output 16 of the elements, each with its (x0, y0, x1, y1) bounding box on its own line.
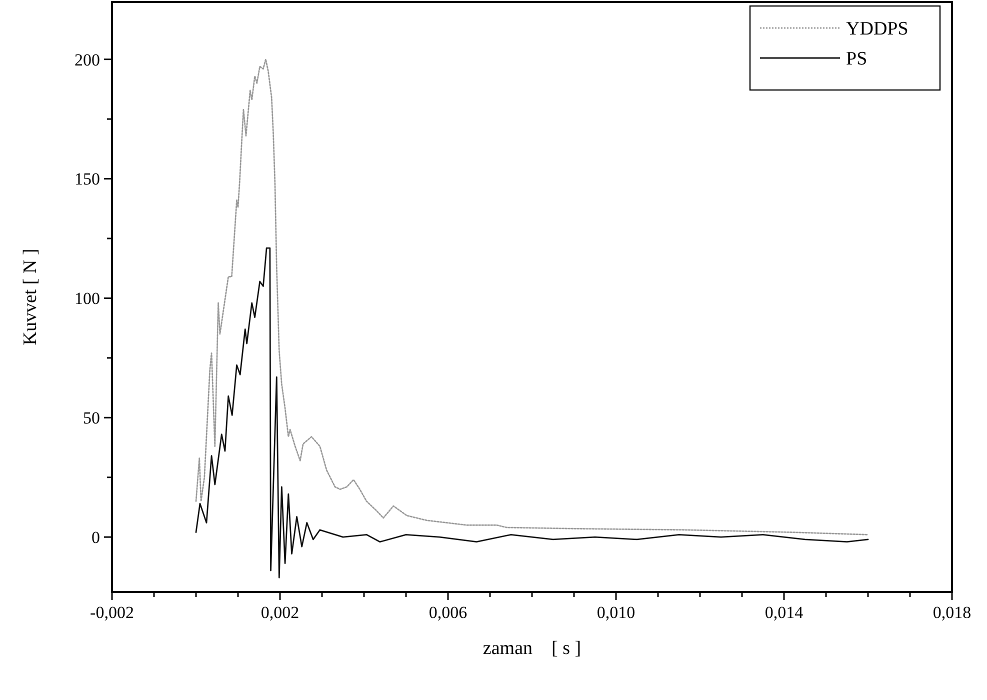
y-tick-label: 100 (74, 289, 100, 308)
y-tick-label: 0 (92, 528, 100, 548)
legend-label: YDDPS (846, 18, 908, 40)
x-tick-label: 0,014 (764, 603, 804, 622)
y-tick-label: 200 (74, 50, 100, 70)
x-tick-label: 0,018 (932, 603, 972, 622)
y-tick-label: 50 (83, 408, 100, 428)
x-tick-label: 0,006 (428, 603, 468, 622)
y-tick-label: 150 (74, 170, 100, 189)
x-axis-title: zaman [ s ] (482, 638, 582, 659)
x-tick-label: -0,002 (90, 603, 134, 622)
x-tick-label: 0,010 (596, 603, 636, 622)
x-tick-label: 0,002 (260, 603, 300, 622)
legend-label: PS (846, 48, 868, 70)
line-series (195, 247, 869, 578)
y-axis-title: Kuvvet [ N ] (20, 248, 41, 346)
